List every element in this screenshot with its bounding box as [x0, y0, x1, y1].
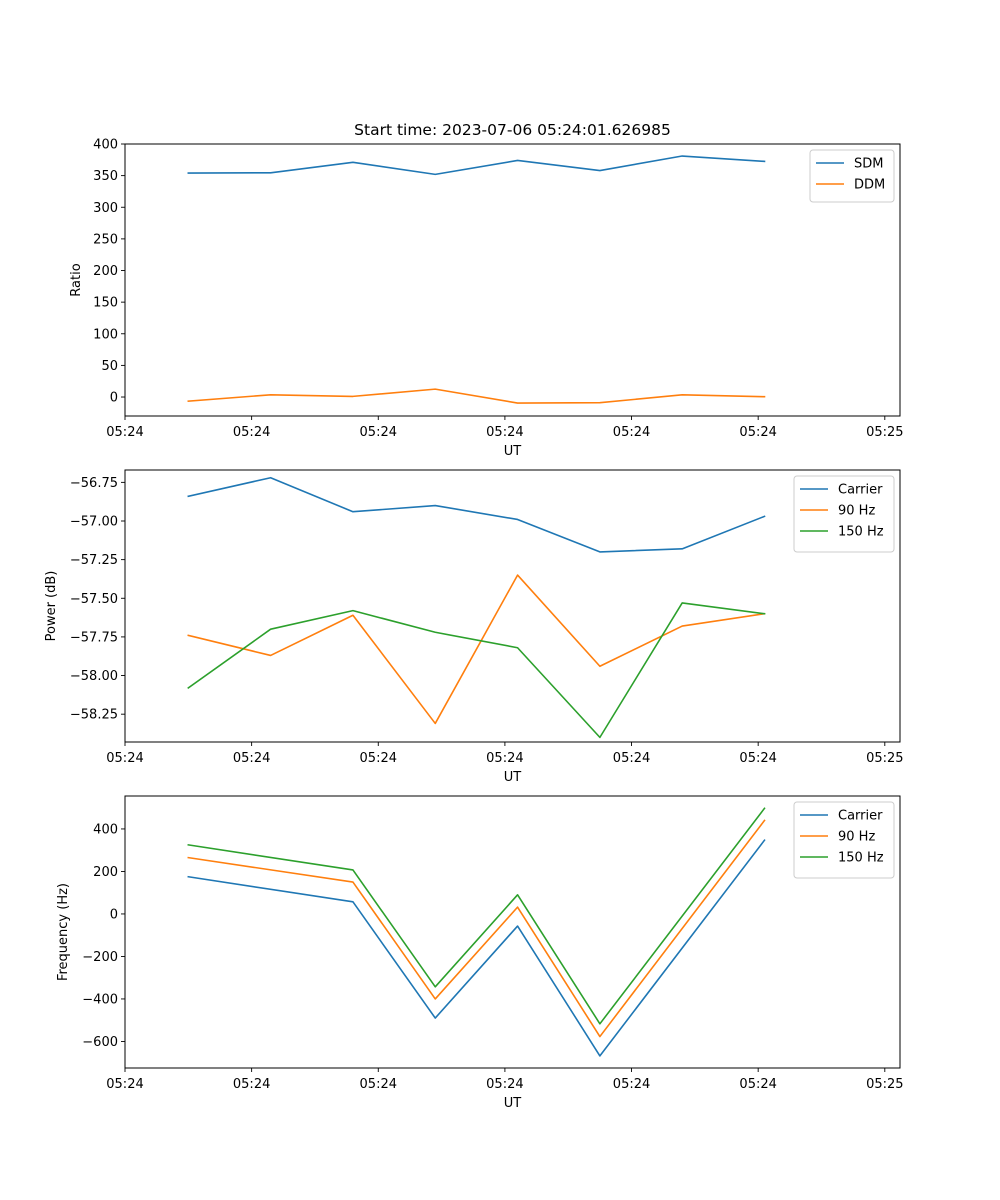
y-tick-label: 200 [93, 264, 118, 279]
x-tick-label: 05:24 [739, 751, 776, 766]
x-tick-label: 05:24 [613, 425, 650, 440]
legend-label: Carrier [838, 483, 883, 498]
x-tick-label: 05:25 [866, 425, 903, 440]
x-axis-label: UT [504, 770, 522, 785]
legend-label: Carrier [838, 809, 883, 824]
series-line-sdm [187, 155, 766, 176]
y-tick-label: 250 [93, 232, 118, 247]
y-tick-label: −56.75 [70, 476, 118, 491]
series-line-90-hz [187, 819, 766, 1038]
x-tick-label: 05:24 [233, 751, 270, 766]
legend-box [793, 475, 895, 553]
y-tick-label: −400 [82, 992, 118, 1007]
y-tick-label: 100 [93, 327, 118, 342]
x-tick-label: 05:24 [739, 1077, 776, 1092]
y-tick-label: −600 [82, 1035, 118, 1050]
y-tick-label: −57.50 [70, 592, 118, 607]
subplot-2: 05:24 05:24 05:24 05:24 05:24 05:24 05:25 −58.2… [44, 469, 904, 785]
x-tick-label: 05:24 [360, 751, 397, 766]
y-tick-label: 400 [93, 822, 118, 837]
y-tick-label: −58.25 [70, 708, 118, 723]
y-tick-label: −57.00 [70, 515, 118, 530]
y-tick-label: 150 [93, 296, 118, 311]
y-tick-label: −57.25 [70, 553, 118, 568]
legend: SDM DDM [809, 149, 895, 203]
x-axis-label: UT [504, 444, 522, 459]
x-axis-label: UT [504, 1096, 522, 1111]
x-tick-label: 05:24 [486, 1077, 523, 1092]
series-line-150-hz [187, 807, 766, 1025]
series-line-carrier [187, 839, 766, 1057]
y-tick-label: 200 [93, 865, 118, 880]
y-tick-label: 350 [93, 169, 118, 184]
x-tick-label: 05:24 [486, 751, 523, 766]
x-tick-label: 05:24 [613, 1077, 650, 1092]
y-tick-label: −57.75 [70, 630, 118, 645]
y-axis-label: Frequency (Hz) [56, 883, 71, 981]
series-line-150-hz [187, 602, 766, 739]
legend-box [793, 801, 895, 879]
y-tick-label: 0 [110, 907, 118, 922]
y-axis-label: Power (dB) [44, 571, 59, 642]
y-axis-label: Ratio [69, 263, 84, 296]
y-tick-label: 300 [93, 201, 118, 216]
series-line-ddm [187, 388, 766, 404]
y-tick-label: −200 [82, 950, 118, 965]
x-tick-label: 05:24 [360, 425, 397, 440]
x-tick-label: 05:24 [613, 751, 650, 766]
plot-frame [124, 469, 901, 743]
subplot-1: Start time: 2023-07-06 05:24:01.62698505… [69, 121, 904, 459]
plot-frame [124, 143, 901, 417]
legend-label: 90 Hz [838, 504, 875, 519]
y-tick-label: 0 [110, 391, 118, 406]
y-tick-label: 400 [93, 138, 118, 153]
legend-label: 90 Hz [838, 830, 875, 845]
legend: Carrier 90 Hz 150 Hz [793, 801, 895, 879]
chart-title: Start time: 2023-07-06 05:24:01.626985 [354, 121, 671, 139]
x-tick-label: 05:24 [106, 751, 143, 766]
legend: Carrier 90 Hz 150 Hz [793, 475, 895, 553]
x-tick-label: 05:25 [866, 1077, 903, 1092]
legend-label: DDM [854, 178, 885, 193]
series-line-carrier [187, 476, 766, 553]
x-tick-label: 05:25 [866, 751, 903, 766]
x-tick-label: 05:24 [739, 425, 776, 440]
plot-frame [124, 795, 901, 1069]
x-tick-label: 05:24 [486, 425, 523, 440]
legend-label: 150 Hz [838, 525, 884, 540]
legend-label: SDM [854, 157, 883, 172]
series-line-90-hz [187, 574, 766, 725]
y-tick-label: 50 [101, 359, 118, 374]
x-tick-label: 05:24 [106, 425, 143, 440]
x-tick-label: 05:24 [233, 425, 270, 440]
x-tick-label: 05:24 [106, 1077, 143, 1092]
legend-label: 150 Hz [838, 851, 884, 866]
subplot-3: 05:24 05:24 05:24 05:24 05:24 05:24 05:25 −600 −… [56, 795, 904, 1111]
x-tick-label: 05:24 [360, 1077, 397, 1092]
y-tick-label: −58.00 [70, 669, 118, 684]
x-tick-label: 05:24 [233, 1077, 270, 1092]
